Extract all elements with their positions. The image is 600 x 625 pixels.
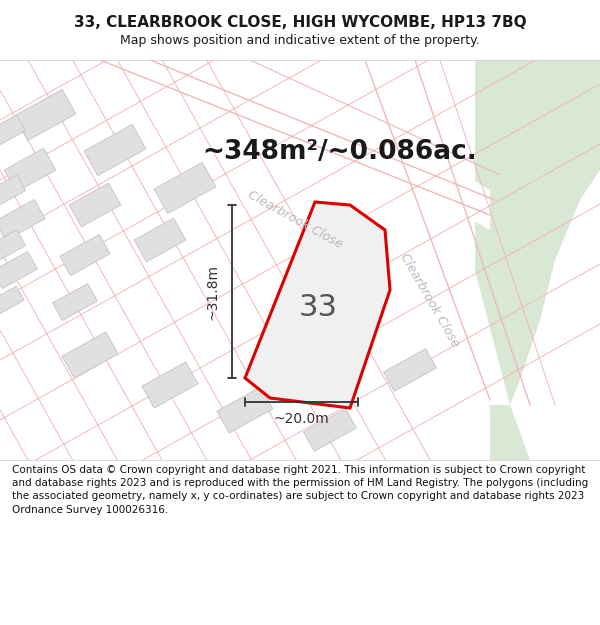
Polygon shape xyxy=(383,349,436,391)
Polygon shape xyxy=(134,218,186,262)
Polygon shape xyxy=(0,199,45,241)
Polygon shape xyxy=(4,148,56,192)
Polygon shape xyxy=(125,60,490,230)
Text: Clearbrook Close: Clearbrook Close xyxy=(245,189,344,251)
Polygon shape xyxy=(217,387,273,433)
Polygon shape xyxy=(69,183,121,227)
Polygon shape xyxy=(0,230,25,260)
Text: 33: 33 xyxy=(299,294,337,322)
Polygon shape xyxy=(14,89,76,141)
Polygon shape xyxy=(0,175,25,205)
Text: ~31.8m: ~31.8m xyxy=(206,264,220,319)
Polygon shape xyxy=(60,234,110,276)
Text: 33, CLEARBROOK CLOSE, HIGH WYCOMBE, HP13 7BQ: 33, CLEARBROOK CLOSE, HIGH WYCOMBE, HP13… xyxy=(74,15,526,30)
Polygon shape xyxy=(0,251,37,289)
Polygon shape xyxy=(304,409,356,451)
Polygon shape xyxy=(0,286,24,314)
Text: Map shows position and indicative extent of the property.: Map shows position and indicative extent… xyxy=(120,34,480,47)
Polygon shape xyxy=(0,115,25,145)
Text: Contains OS data © Crown copyright and database right 2021. This information is : Contains OS data © Crown copyright and d… xyxy=(12,465,588,514)
Polygon shape xyxy=(245,202,390,408)
Polygon shape xyxy=(154,162,216,214)
Polygon shape xyxy=(370,60,510,405)
Text: Clearbrook Close: Clearbrook Close xyxy=(398,251,462,349)
Polygon shape xyxy=(475,60,600,460)
Polygon shape xyxy=(142,362,198,408)
Polygon shape xyxy=(84,124,146,176)
Polygon shape xyxy=(62,332,118,378)
Text: ~348m²/~0.086ac.: ~348m²/~0.086ac. xyxy=(203,139,478,165)
Polygon shape xyxy=(53,284,97,321)
Text: ~20.0m: ~20.0m xyxy=(274,412,329,426)
